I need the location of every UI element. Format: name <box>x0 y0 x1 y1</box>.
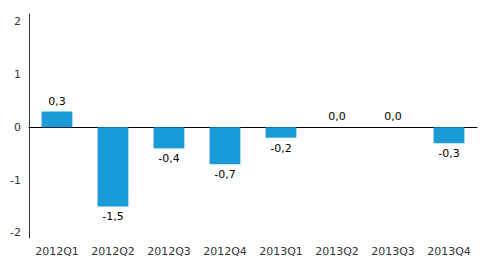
svg-text:-0,2: -0,2 <box>270 142 291 155</box>
svg-text:-0,4: -0,4 <box>158 152 179 165</box>
svg-text:2: 2 <box>14 15 21 28</box>
svg-text:0: 0 <box>14 121 21 134</box>
svg-text:-1: -1 <box>10 174 21 187</box>
svg-text:2012Q2: 2012Q2 <box>91 245 135 258</box>
svg-text:2013Q2: 2013Q2 <box>315 245 359 258</box>
svg-text:-0,3: -0,3 <box>438 147 459 160</box>
svg-text:0,0: 0,0 <box>328 110 346 123</box>
svg-text:2013Q3: 2013Q3 <box>371 245 415 258</box>
svg-text:2012Q1: 2012Q1 <box>35 245 79 258</box>
svg-text:2012Q4: 2012Q4 <box>203 245 247 258</box>
svg-text:0,0: 0,0 <box>384 110 402 123</box>
svg-text:2013Q1: 2013Q1 <box>259 245 303 258</box>
svg-text:-1,5: -1,5 <box>102 210 123 223</box>
svg-text:1: 1 <box>14 68 21 81</box>
svg-text:2012Q3: 2012Q3 <box>147 245 191 258</box>
svg-text:2013Q4: 2013Q4 <box>427 245 471 258</box>
svg-text:-0,7: -0,7 <box>214 168 235 181</box>
svg-text:0,3: 0,3 <box>48 95 66 108</box>
svg-text:-2: -2 <box>10 226 21 239</box>
